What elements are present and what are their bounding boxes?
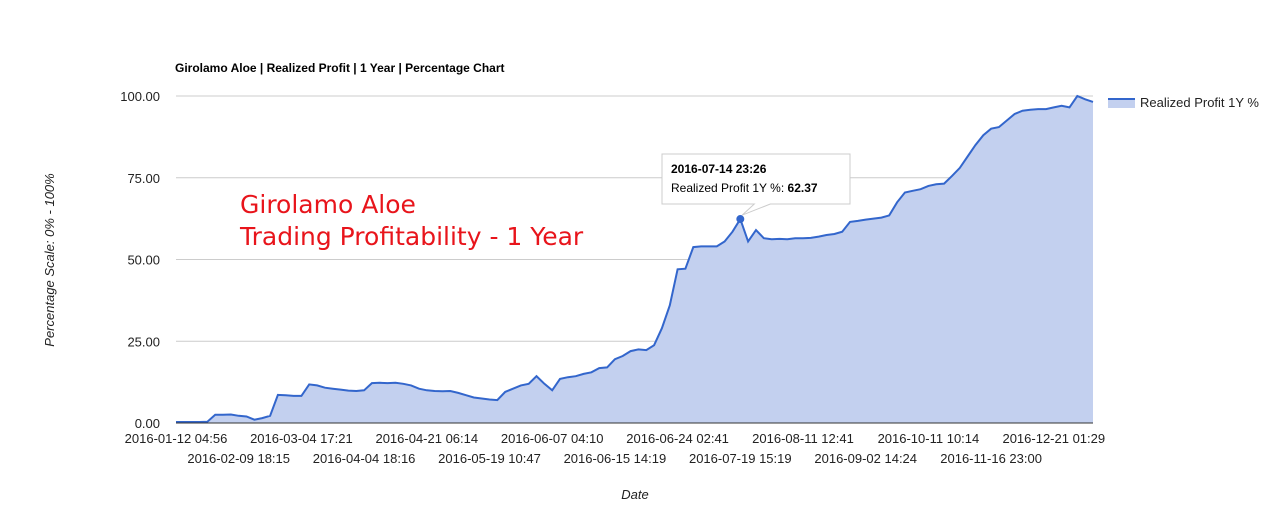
x-tick-label: 2016-06-24 02:41 [626,431,729,446]
x-axis-title: Date [621,487,648,502]
y-tick-label: 75.00 [127,171,160,186]
chart-title: Girolamo Aloe | Realized Profit | 1 Year… [175,61,505,75]
x-tick-label: 2016-08-11 12:41 [752,431,854,446]
x-tick-label: 2016-10-11 10:14 [878,431,980,446]
y-axis-title: Percentage Scale: 0% - 100% [42,173,57,346]
legend-label: Realized Profit 1Y % [1140,95,1259,110]
y-tick-label: 25.00 [127,334,160,349]
x-tick-label: 2016-06-07 04:10 [501,431,604,446]
y-tick-label: 0.00 [135,416,160,431]
legend-swatch [1108,98,1135,108]
x-tick-label: 2016-04-21 06:14 [375,431,478,446]
tooltip-text: Realized Profit 1Y %: 62.37 [671,181,818,195]
x-tick-label: 2016-05-19 10:47 [438,451,541,466]
tooltip-value: 62.37 [788,181,818,195]
x-tick-label: 2016-03-04 17:21 [250,431,353,446]
annotation-line-1: Girolamo Aloe [240,190,416,219]
tooltip-date: 2016-07-14 23:26 [671,162,767,176]
x-tick-label: 2016-02-09 18:15 [187,451,290,466]
overlay-annotation: Girolamo Aloe Trading Profitability - 1 … [239,190,584,251]
x-tick-label: 2016-09-02 14:24 [814,451,917,466]
x-tick-label: 2016-12-21 01:29 [1002,431,1105,446]
y-tick-label: 100.00 [120,89,160,104]
y-tick-label: 50.00 [127,253,160,268]
tooltip-box [661,153,851,216]
tooltip-label: Realized Profit 1Y %: [671,181,788,195]
x-tick-label: 2016-06-15 14:19 [564,451,667,466]
y-axis-ticks: 0.00 25.00 50.00 75.00 100.00 [120,89,160,431]
x-tick-label: 2016-11-16 23:00 [940,451,1042,466]
x-axis-ticks: 2016-01-12 04:56 2016-02-09 18:15 2016-03-… [125,431,1105,466]
annotation-line-2: Trading Profitability - 1 Year [239,222,584,251]
x-tick-label: 2016-01-12 04:56 [125,431,228,446]
legend[interactable]: Realized Profit 1Y % [1108,95,1259,110]
x-tick-label: 2016-07-19 15:19 [689,451,792,466]
series-area-fill [176,96,1093,423]
x-tick-label: 2016-04-04 18:16 [313,451,416,466]
series-line[interactable] [176,94,1094,423]
tooltip: 2016-07-14 23:26 Realized Profit 1Y %: 6… [661,153,851,216]
highlighted-point[interactable] [736,215,745,224]
